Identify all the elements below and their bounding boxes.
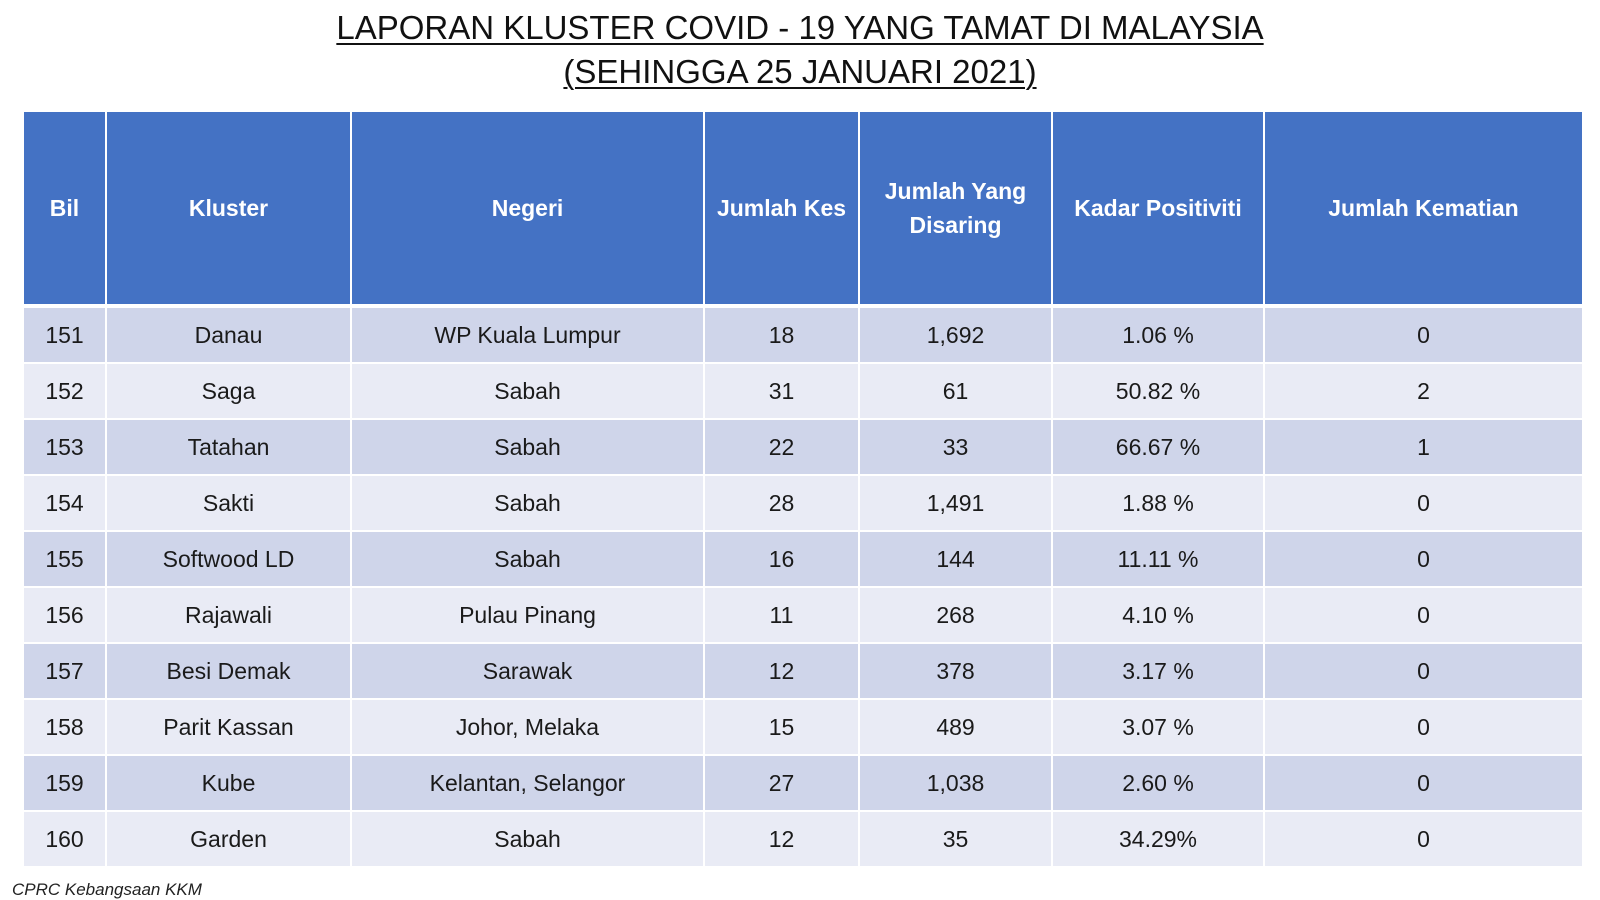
table-row: 152 Saga Sabah 31 61 50.82 % 2 xyxy=(22,362,1584,420)
cell-jumlah-kematian: 0 xyxy=(1263,698,1584,756)
title-line-1: LAPORAN KLUSTER COVID - 19 YANG TAMAT DI… xyxy=(336,9,1264,46)
cell-jumlah-disaring: 35 xyxy=(858,810,1053,868)
cell-jumlah-kematian: 0 xyxy=(1263,810,1584,868)
cell-bil: 160 xyxy=(22,810,107,868)
cell-kluster: Softwood LD xyxy=(105,530,352,588)
cell-jumlah-disaring: 378 xyxy=(858,642,1053,700)
cell-negeri: Sabah xyxy=(350,418,705,476)
source-note: CPRC Kebangsaan KKM xyxy=(12,880,202,899)
cell-bil: 154 xyxy=(22,474,107,532)
cell-negeri: Sabah xyxy=(350,810,705,868)
table-row: 153 Tatahan Sabah 22 33 66.67 % 1 xyxy=(22,418,1584,476)
table-row: 156 Rajawali Pulau Pinang 11 268 4.10 % 0 xyxy=(22,586,1584,644)
cell-jumlah-kematian: 0 xyxy=(1263,754,1584,812)
cell-jumlah-disaring: 1,038 xyxy=(858,754,1053,812)
table-body: 151 Danau WP Kuala Lumpur 18 1,692 1.06 % 0 152… xyxy=(22,305,1584,868)
cell-kadar-positiviti: 34.29% xyxy=(1051,810,1265,868)
cell-bil: 156 xyxy=(22,586,107,644)
cell-bil: 153 xyxy=(22,418,107,476)
cell-kadar-positiviti: 1.88 % xyxy=(1051,474,1265,532)
cell-jumlah-kematian: 0 xyxy=(1263,474,1584,532)
table-row: 154 Sakti Sabah 28 1,491 1.88 % 0 xyxy=(22,474,1584,532)
cell-bil: 157 xyxy=(22,642,107,700)
report-title: LAPORAN KLUSTER COVID - 19 YANG TAMAT DI… xyxy=(0,6,1600,94)
cell-bil: 155 xyxy=(22,530,107,588)
cell-jumlah-kematian: 0 xyxy=(1263,305,1584,364)
cell-kluster: Kube xyxy=(105,754,352,812)
cell-jumlah-kes: 27 xyxy=(703,754,860,812)
cell-jumlah-kes: 15 xyxy=(703,698,860,756)
cell-jumlah-kematian: 2 xyxy=(1263,362,1584,420)
column-header-bil: Bil xyxy=(22,110,107,308)
column-header-kluster: Kluster xyxy=(105,110,352,308)
cell-kluster: Parit Kassan xyxy=(105,698,352,756)
cell-kluster: Danau xyxy=(105,305,352,364)
table-row: 157 Besi Demak Sarawak 12 378 3.17 % 0 xyxy=(22,642,1584,700)
cell-kluster: Saga xyxy=(105,362,352,420)
cell-kadar-positiviti: 50.82 % xyxy=(1051,362,1265,420)
cell-jumlah-kematian: 0 xyxy=(1263,530,1584,588)
title-line-2: (SEHINGGA 25 JANUARI 2021) xyxy=(563,53,1037,90)
column-header-jumlah-disaring: Jumlah Yang Disaring xyxy=(858,110,1053,308)
cell-kluster: Rajawali xyxy=(105,586,352,644)
column-header-kadar-positiviti: Kadar Positiviti xyxy=(1051,110,1265,308)
table-row: 159 Kube Kelantan, Selangor 27 1,038 2.60 % 0 xyxy=(22,754,1584,812)
cell-jumlah-kes: 12 xyxy=(703,810,860,868)
cell-jumlah-kematian: 1 xyxy=(1263,418,1584,476)
cell-jumlah-kematian: 0 xyxy=(1263,586,1584,644)
cell-jumlah-kes: 28 xyxy=(703,474,860,532)
cell-jumlah-disaring: 33 xyxy=(858,418,1053,476)
column-header-negeri: Negeri xyxy=(350,110,705,308)
cell-kadar-positiviti: 3.07 % xyxy=(1051,698,1265,756)
column-header-jumlah-kematian: Jumlah Kematian xyxy=(1263,110,1584,308)
cell-bil: 159 xyxy=(22,754,107,812)
table-row: 160 Garden Sabah 12 35 34.29% 0 xyxy=(22,810,1584,868)
cell-negeri: Sabah xyxy=(350,474,705,532)
cell-jumlah-kes: 22 xyxy=(703,418,860,476)
cell-jumlah-kes: 31 xyxy=(703,362,860,420)
cell-jumlah-kes: 11 xyxy=(703,586,860,644)
cell-kadar-positiviti: 4.10 % xyxy=(1051,586,1265,644)
cell-kadar-positiviti: 1.06 % xyxy=(1051,305,1265,364)
cell-jumlah-kes: 16 xyxy=(703,530,860,588)
cell-jumlah-disaring: 144 xyxy=(858,530,1053,588)
cell-jumlah-disaring: 489 xyxy=(858,698,1053,756)
cell-negeri: Kelantan, Selangor xyxy=(350,754,705,812)
cell-bil: 152 xyxy=(22,362,107,420)
table-header-row: Bil Kluster Negeri Jumlah Kes Jumlah Yan… xyxy=(22,110,1584,308)
cell-kadar-positiviti: 2.60 % xyxy=(1051,754,1265,812)
cell-negeri: Sabah xyxy=(350,362,705,420)
cell-kluster: Garden xyxy=(105,810,352,868)
cell-negeri: Pulau Pinang xyxy=(350,586,705,644)
cell-jumlah-kes: 12 xyxy=(703,642,860,700)
cell-bil: 151 xyxy=(22,305,107,364)
cell-negeri: Johor, Melaka xyxy=(350,698,705,756)
cell-jumlah-disaring: 61 xyxy=(858,362,1053,420)
cell-jumlah-kes: 18 xyxy=(703,305,860,364)
cell-negeri: Sarawak xyxy=(350,642,705,700)
cell-kluster: Sakti xyxy=(105,474,352,532)
table-row: 158 Parit Kassan Johor, Melaka 15 489 3.07 % 0 xyxy=(22,698,1584,756)
cell-kluster: Besi Demak xyxy=(105,642,352,700)
table-row: 155 Softwood LD Sabah 16 144 11.11 % 0 xyxy=(22,530,1584,588)
cell-negeri: Sabah xyxy=(350,530,705,588)
cell-jumlah-disaring: 1,692 xyxy=(858,305,1053,364)
cell-negeri: WP Kuala Lumpur xyxy=(350,305,705,364)
cell-kluster: Tatahan xyxy=(105,418,352,476)
cell-jumlah-disaring: 1,491 xyxy=(858,474,1053,532)
cell-bil: 158 xyxy=(22,698,107,756)
cell-kadar-positiviti: 11.11 % xyxy=(1051,530,1265,588)
table-row: 151 Danau WP Kuala Lumpur 18 1,692 1.06 % 0 xyxy=(22,305,1584,364)
column-header-jumlah-kes: Jumlah Kes xyxy=(703,110,860,308)
cell-kadar-positiviti: 66.67 % xyxy=(1051,418,1265,476)
cell-jumlah-kematian: 0 xyxy=(1263,642,1584,700)
cell-jumlah-disaring: 268 xyxy=(858,586,1053,644)
cluster-table: Bil Kluster Negeri Jumlah Kes Jumlah Yan… xyxy=(22,110,1584,868)
cell-kadar-positiviti: 3.17 % xyxy=(1051,642,1265,700)
